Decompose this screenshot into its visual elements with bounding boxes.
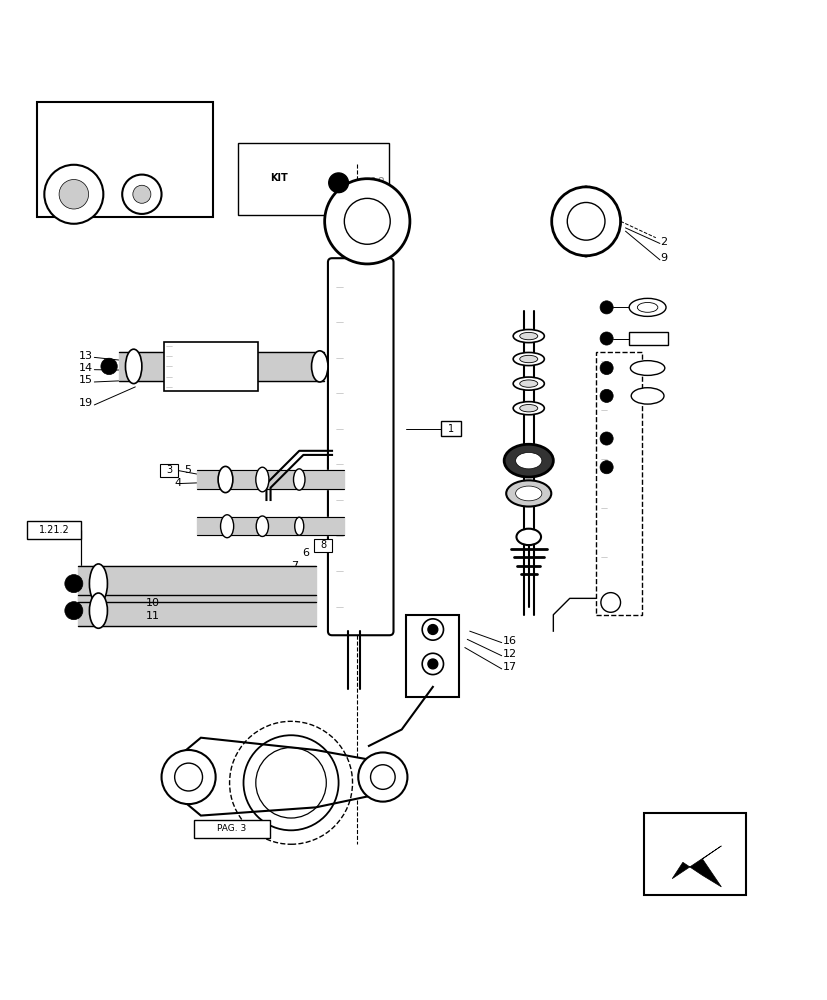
- Circle shape: [45, 165, 103, 224]
- Bar: [194, 820, 270, 838]
- Circle shape: [428, 659, 437, 669]
- Polygon shape: [672, 846, 720, 887]
- Circle shape: [428, 625, 437, 634]
- Circle shape: [600, 332, 613, 345]
- Ellipse shape: [311, 351, 327, 382]
- Circle shape: [324, 179, 409, 264]
- Bar: [27, 521, 81, 539]
- Bar: [628, 332, 667, 345]
- Ellipse shape: [629, 298, 665, 316]
- Ellipse shape: [220, 515, 233, 538]
- Text: 15: 15: [79, 375, 93, 385]
- Ellipse shape: [89, 593, 108, 628]
- Ellipse shape: [294, 517, 304, 535]
- Ellipse shape: [126, 349, 141, 384]
- Text: 5: 5: [184, 465, 191, 475]
- Bar: [164, 342, 258, 391]
- Bar: [160, 464, 178, 477]
- Ellipse shape: [89, 564, 108, 603]
- Bar: [37, 102, 213, 217]
- Text: 16: 16: [502, 636, 516, 646]
- Circle shape: [600, 432, 613, 445]
- Circle shape: [600, 301, 613, 314]
- Circle shape: [328, 173, 348, 193]
- Text: 11: 11: [146, 611, 160, 621]
- Bar: [313, 539, 332, 552]
- Text: 12: 12: [502, 649, 516, 659]
- Ellipse shape: [519, 380, 537, 387]
- Circle shape: [551, 187, 619, 256]
- Text: 17: 17: [502, 662, 516, 672]
- Ellipse shape: [256, 516, 268, 536]
- Text: 14: 14: [79, 363, 93, 373]
- Text: 7: 7: [291, 561, 299, 571]
- Bar: [441, 421, 460, 436]
- Polygon shape: [94, 120, 161, 143]
- Circle shape: [600, 389, 613, 402]
- Bar: [643, 813, 745, 895]
- Text: 10: 10: [146, 598, 160, 608]
- FancyBboxPatch shape: [327, 258, 393, 635]
- Bar: [237, 143, 389, 215]
- Polygon shape: [61, 143, 164, 194]
- Polygon shape: [260, 162, 298, 183]
- Bar: [595, 352, 641, 615]
- Ellipse shape: [630, 388, 663, 404]
- Ellipse shape: [519, 405, 537, 412]
- Polygon shape: [176, 738, 393, 816]
- Circle shape: [59, 180, 88, 209]
- Ellipse shape: [515, 452, 541, 469]
- Ellipse shape: [519, 332, 537, 340]
- Ellipse shape: [293, 469, 304, 490]
- Ellipse shape: [218, 466, 232, 493]
- Text: 4: 4: [174, 478, 181, 488]
- Circle shape: [65, 602, 83, 620]
- Ellipse shape: [513, 330, 543, 343]
- Ellipse shape: [504, 444, 552, 477]
- Circle shape: [65, 575, 83, 593]
- Polygon shape: [260, 174, 279, 200]
- Circle shape: [600, 593, 619, 612]
- Circle shape: [132, 185, 151, 203]
- Text: 1.21.2: 1.21.2: [39, 525, 69, 535]
- Ellipse shape: [505, 480, 551, 507]
- Text: 9: 9: [659, 253, 667, 263]
- Circle shape: [161, 750, 215, 804]
- Text: 1: 1: [447, 424, 453, 434]
- Ellipse shape: [515, 486, 541, 501]
- Ellipse shape: [519, 355, 537, 363]
- Ellipse shape: [256, 467, 269, 492]
- Text: KIT: KIT: [270, 173, 287, 183]
- Circle shape: [122, 175, 161, 214]
- Circle shape: [600, 361, 613, 375]
- Bar: [405, 615, 458, 697]
- Text: = 18: = 18: [355, 176, 385, 189]
- Text: 6: 6: [302, 548, 309, 558]
- Ellipse shape: [513, 402, 543, 415]
- Circle shape: [358, 752, 407, 802]
- Text: 13: 13: [79, 351, 93, 361]
- Text: 8: 8: [319, 540, 326, 550]
- Polygon shape: [279, 174, 298, 200]
- Text: PAG. 3: PAG. 3: [218, 824, 246, 833]
- Circle shape: [101, 358, 117, 375]
- Text: 19: 19: [79, 398, 93, 408]
- Ellipse shape: [516, 529, 540, 545]
- Ellipse shape: [513, 352, 543, 366]
- Circle shape: [600, 461, 613, 474]
- Text: 2: 2: [659, 237, 667, 247]
- Text: 3: 3: [165, 465, 172, 475]
- Ellipse shape: [513, 377, 543, 390]
- Ellipse shape: [637, 302, 657, 312]
- Ellipse shape: [629, 361, 664, 375]
